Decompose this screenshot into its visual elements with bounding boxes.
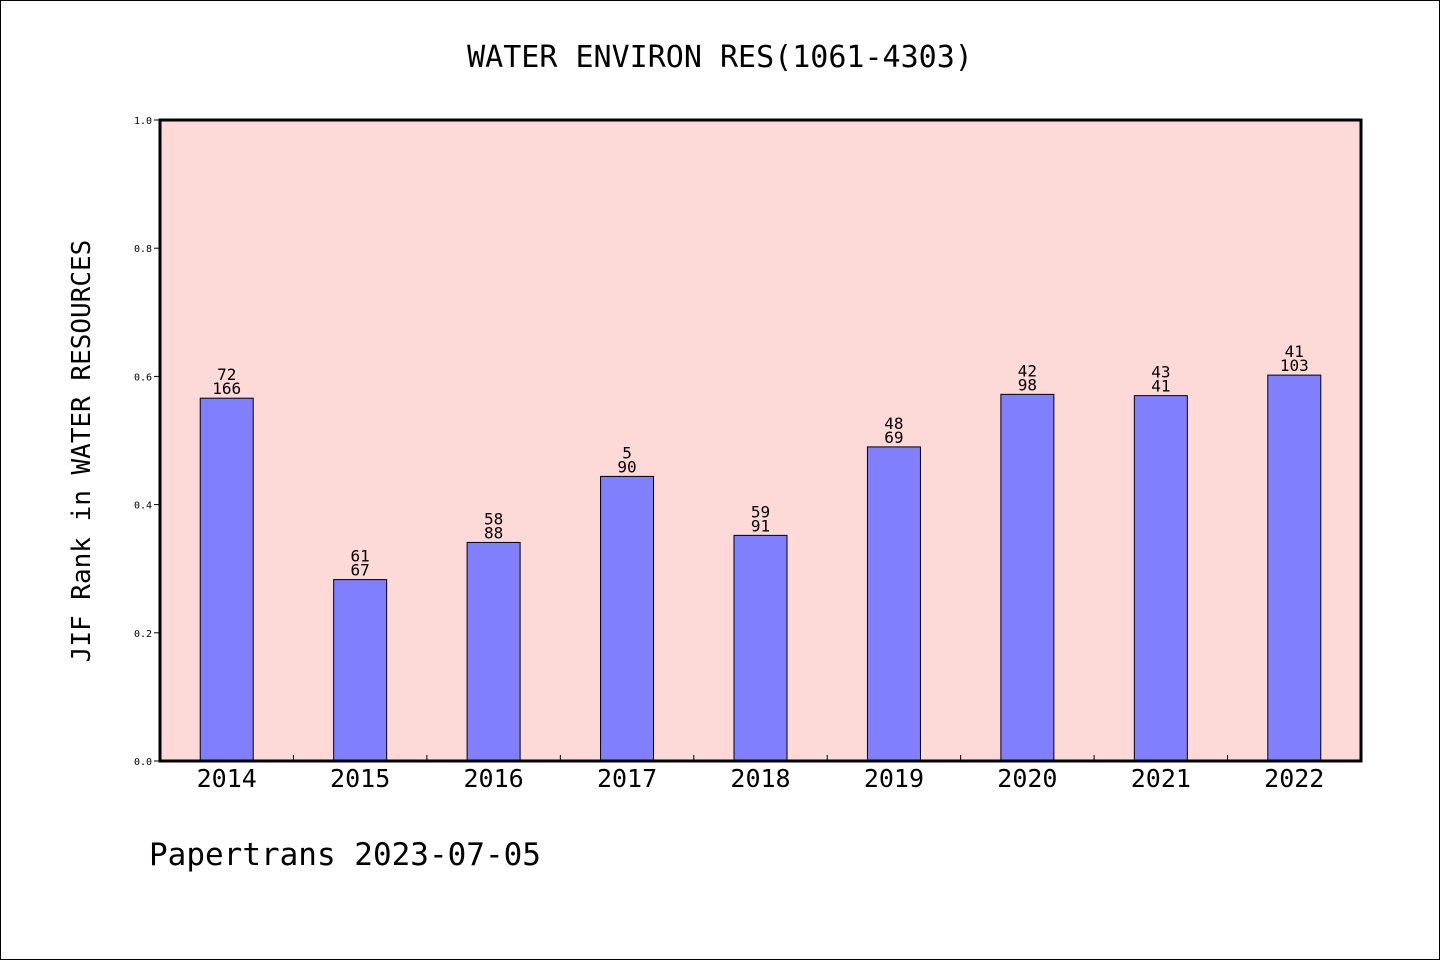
x-axis: 2014 2015 2016 2017 2018 2019 2020 2021 2022 bbox=[197, 755, 1324, 793]
bar-label-total: 166 bbox=[212, 379, 241, 398]
bar-label-total: 98 bbox=[1018, 375, 1037, 394]
x-tick-label: 2016 bbox=[464, 764, 524, 793]
y-axis-label: JIF Rank in WATER RESOURCES bbox=[67, 240, 97, 663]
x-tick-label: 2014 bbox=[197, 764, 257, 793]
bar-2020 bbox=[1000, 393, 1055, 762]
bar-label-total: 103 bbox=[1280, 356, 1309, 375]
bars bbox=[199, 374, 1322, 762]
bar-2015 bbox=[333, 579, 388, 762]
bar-label-total: 91 bbox=[751, 516, 770, 535]
y-tick-label: 0.8 bbox=[134, 244, 152, 255]
y-tick-label: 0.4 bbox=[134, 501, 152, 512]
y-axis: 0.0 0.2 0.4 0.6 0.8 1.0 bbox=[134, 116, 160, 768]
bar-label-total: 88 bbox=[484, 523, 503, 542]
x-tick-label: 2020 bbox=[997, 764, 1057, 793]
bar-label-rank: 42 bbox=[1018, 361, 1037, 380]
bar-label-rank: 48 bbox=[884, 414, 903, 433]
x-tick-label: 2015 bbox=[330, 764, 390, 793]
y-tick-label: 0.6 bbox=[134, 372, 152, 383]
bar-label-rank: 61 bbox=[351, 547, 370, 566]
bar-label-total: 67 bbox=[351, 561, 370, 580]
bar-label-rank: 59 bbox=[751, 502, 770, 521]
y-tick-label: 1.0 bbox=[134, 116, 152, 127]
bar-label-rank: 43 bbox=[1151, 363, 1170, 382]
y-tick-label: 0.2 bbox=[134, 629, 152, 640]
bar-label-total: 69 bbox=[884, 428, 903, 447]
bar-label-rank: 5 bbox=[622, 443, 632, 462]
bar-2022 bbox=[1267, 374, 1322, 762]
bar-2016 bbox=[466, 541, 521, 762]
x-tick-label: 2018 bbox=[730, 764, 790, 793]
bar-2018 bbox=[733, 534, 788, 762]
y-tick-label: 0.0 bbox=[134, 757, 152, 768]
plot-frame bbox=[158, 118, 1363, 763]
footer-label: Papertrans 2023-07-05 bbox=[149, 837, 541, 873]
bar-2019 bbox=[866, 446, 921, 762]
bar-label-total: 41 bbox=[1151, 377, 1170, 396]
x-tick-label: 2017 bbox=[597, 764, 657, 793]
bar-label-total: 90 bbox=[617, 457, 636, 476]
bar-2014 bbox=[199, 397, 254, 762]
bar-label-rank: 72 bbox=[217, 365, 236, 384]
chart-title: WATER ENVIRON RES(1061-4303) bbox=[467, 40, 973, 75]
bar-2021 bbox=[1133, 395, 1188, 762]
x-tick-label: 2019 bbox=[864, 764, 924, 793]
bar-label-rank: 58 bbox=[484, 509, 503, 528]
x-tick-label: 2021 bbox=[1131, 764, 1191, 793]
x-tick-label: 2022 bbox=[1264, 764, 1324, 793]
bar-2017 bbox=[600, 475, 655, 762]
bar-label-rank: 41 bbox=[1285, 342, 1304, 361]
